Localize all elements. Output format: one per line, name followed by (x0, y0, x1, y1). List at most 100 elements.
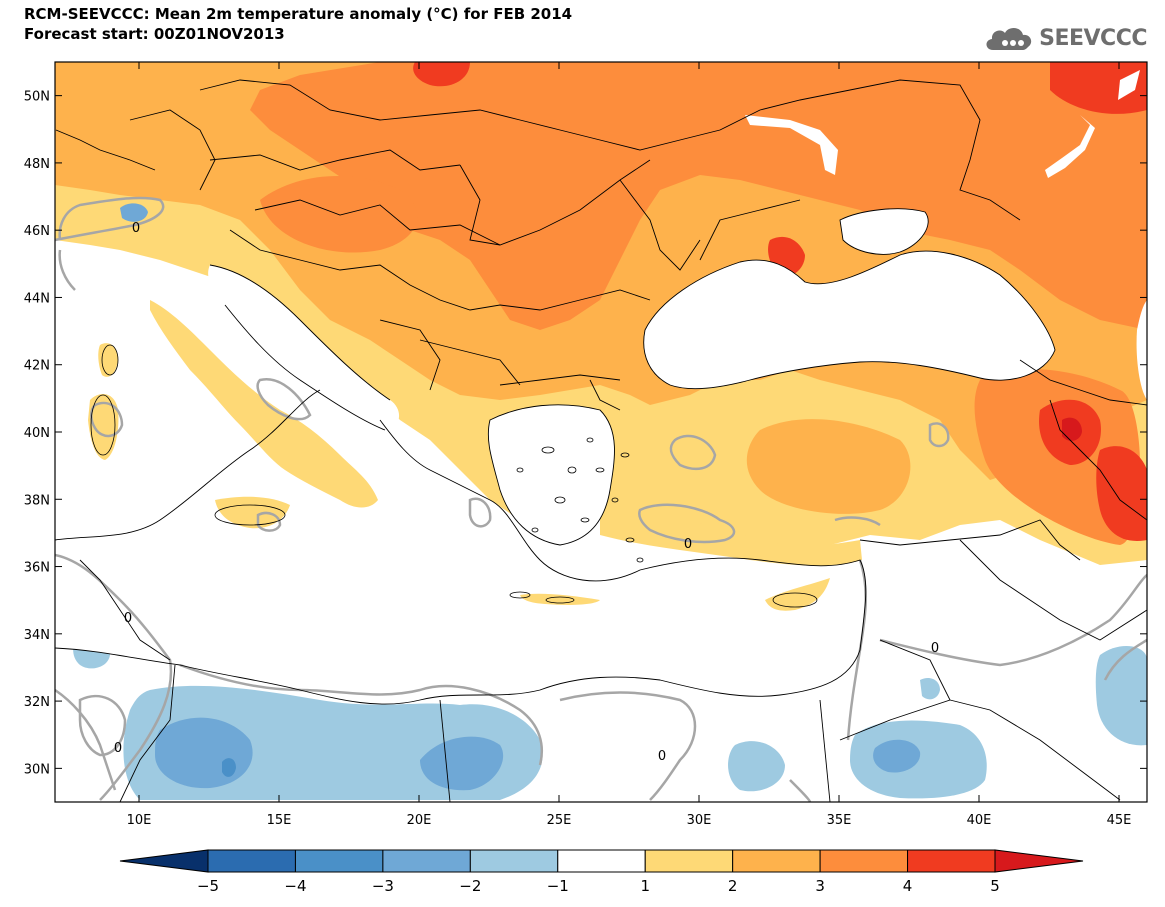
contour-label: 0 (132, 221, 140, 236)
zero-contour-greece (468, 497, 492, 528)
colorbar-min-triangle (119, 849, 209, 873)
zero-contour-anatolia-west (669, 434, 717, 471)
colorbar-max-triangle (994, 849, 1084, 873)
border-18 (79, 559, 171, 661)
map-plot: 0 0 0 0 0 0 (55, 62, 1147, 802)
zero-contour-libya-inland (78, 694, 127, 757)
coastline-black-sea (643, 250, 1056, 390)
contour-label: 0 (684, 537, 692, 552)
lat-tick-label: 44N (24, 291, 50, 306)
border-20 (699, 199, 801, 261)
lat-tick-label: 50N (24, 90, 50, 105)
volga-reservoir (1045, 115, 1095, 178)
map-title: RCM-SEEVCCC: Mean 2m temperature anomaly… (24, 4, 572, 44)
colorbar-box (469, 849, 559, 873)
border-23 (419, 339, 521, 386)
zero-contour-libya-coast (179, 663, 544, 766)
border-11 (1049, 399, 1147, 521)
longitude-axis: 10E 15E 20E 25E 30E 35E 40E 45E (127, 62, 1132, 828)
cyprus (765, 578, 830, 611)
colorbar-box (294, 849, 384, 873)
border-3 (254, 199, 501, 246)
logo-text: SEEVCCC (1039, 25, 1147, 51)
italy-landmass (150, 300, 378, 508)
anomaly-patch-4-5-north (413, 62, 470, 87)
contour-label: 0 (114, 741, 122, 756)
anomaly-patch-neg-2-3-cyrenaica (420, 736, 504, 791)
aegean-sea (488, 404, 615, 545)
colorbar-label: 2 (728, 877, 738, 895)
border-4 (299, 259, 651, 311)
colorbar-box (382, 849, 471, 873)
zero-contour-turkey-east (928, 422, 950, 448)
border-9 (519, 79, 1021, 221)
lat-tick-label: 42N (24, 359, 50, 374)
zero-contour-italy-south (256, 377, 312, 421)
lon-tick-label: 45E (1107, 813, 1132, 828)
colorbar-label: −5 (197, 877, 219, 895)
border-19 (439, 699, 451, 802)
lat-tick-label: 48N (24, 157, 50, 172)
lon-tick-label: 15E (267, 813, 292, 828)
coastline-adriatic (209, 264, 391, 431)
border-12 (859, 519, 1081, 561)
border-8 (619, 179, 701, 271)
contour-label: 0 (124, 611, 132, 626)
anomaly-patch-neg-1-2-iraq (1095, 645, 1147, 746)
zero-contour-alps (55, 196, 165, 291)
border-21 (129, 109, 216, 191)
lat-tick-label: 38N (24, 493, 50, 508)
border-16 (819, 699, 831, 802)
anomaly-patch-2-3-anatolia (746, 419, 911, 514)
colorbar-label: 3 (815, 877, 825, 895)
seevccc-logo: SEEVCCC (983, 22, 1147, 54)
anomaly-patch-neg-2-3-arabia (873, 739, 921, 773)
border-25 (55, 129, 156, 171)
zero-contour-turkey-se (834, 516, 881, 527)
border-24 (589, 379, 621, 411)
anomaly-patch-neg-1-2-jordan (920, 678, 940, 700)
crete (520, 593, 600, 605)
colorbar-label: 4 (903, 877, 913, 895)
zero-contour-egypt (559, 691, 697, 801)
border-13 (959, 539, 1147, 641)
aegean-islands (90, 344, 818, 608)
volga-upper (1118, 70, 1140, 100)
political-boundaries (55, 79, 1147, 802)
zero-contour-sinai (789, 779, 812, 802)
coastline-mediterranean (55, 389, 867, 705)
dnieper-reservoir (745, 115, 838, 175)
border-7 (459, 159, 651, 246)
border-10 (1019, 359, 1147, 406)
mediterranean-sea (55, 387, 866, 705)
lat-tick-label: 34N (24, 628, 50, 643)
black-sea (643, 251, 1055, 389)
colorbar-label: 5 (990, 877, 1000, 895)
border-2 (209, 149, 461, 171)
lat-tick-label: 36N (24, 561, 50, 576)
colorbar-box (557, 849, 646, 873)
border-1 (199, 79, 521, 121)
coastline-azov (839, 208, 929, 255)
zero-contour-iraq (1103, 638, 1147, 681)
colorbar-box (644, 849, 734, 873)
zero-contour-sicily (256, 511, 282, 532)
anomaly-patch-neg-1-2-alps (120, 203, 148, 222)
latitude-axis: 50N 48N 46N 44N 42N 40N 38N 36N 34N 32N 30N (24, 90, 1147, 777)
title-line-2: Forecast start: 00Z01NOV2013 (24, 25, 285, 43)
border-15 (949, 699, 1121, 801)
anomaly-patch-4-5-northeast (1050, 62, 1147, 114)
lon-tick-label: 10E (127, 813, 152, 828)
sardinia (88, 394, 119, 460)
colorbar-box (732, 849, 821, 873)
lon-tick-label: 35E (827, 813, 852, 828)
caspian-sea (1136, 300, 1147, 400)
colorbar-label: −3 (372, 877, 394, 895)
anomaly-patch-neg-1-2-egypt (728, 741, 785, 792)
anomaly-patch-neg-3-4 (222, 758, 236, 777)
border-17 (119, 664, 176, 802)
contour-labels: 0 0 0 0 0 0 (114, 221, 939, 764)
border-5 (379, 319, 441, 391)
lon-tick-label: 20E (407, 813, 432, 828)
